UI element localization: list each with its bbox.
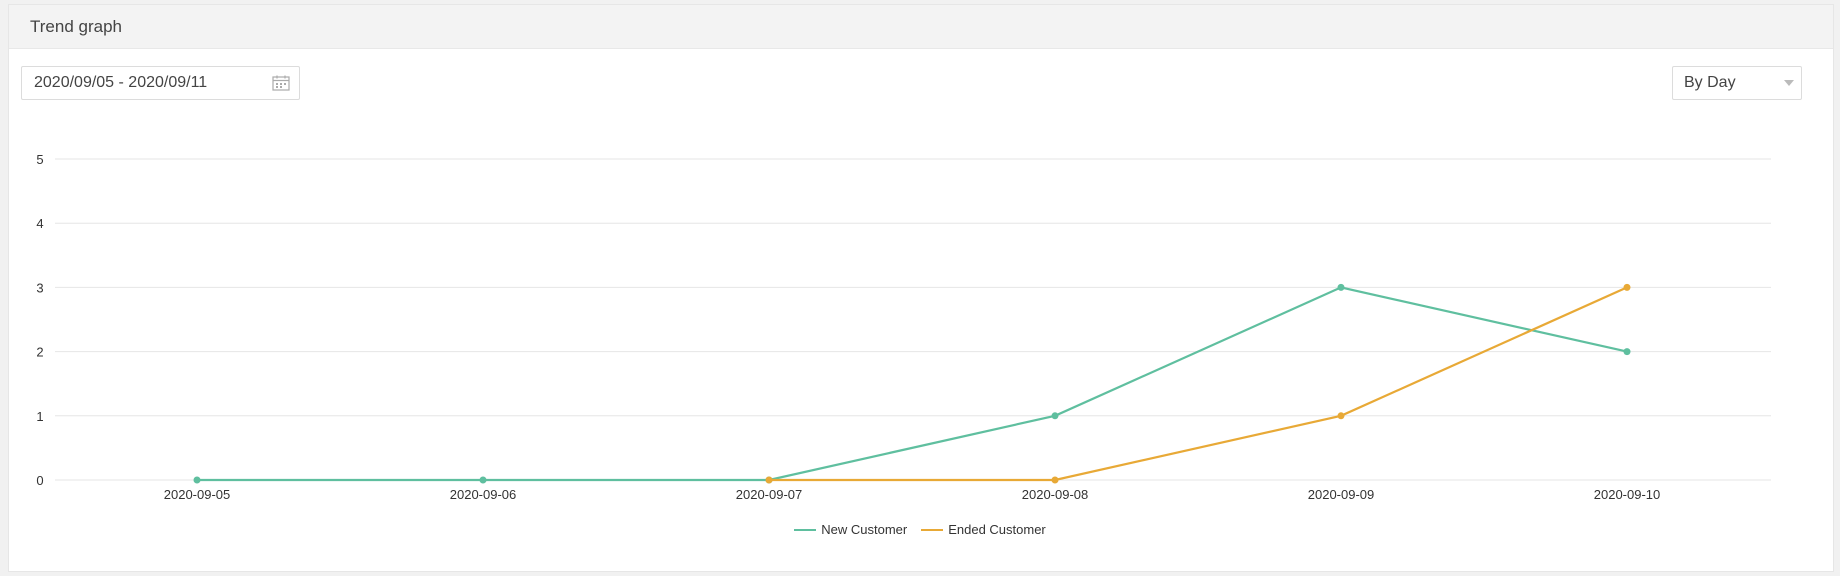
- new-customer-point: [479, 476, 487, 484]
- x-tick-label: 2020-09-10: [1594, 487, 1661, 502]
- ended-customer-point: [1337, 412, 1345, 420]
- period-select[interactable]: By Day: [1672, 66, 1802, 100]
- period-select-value: By Day: [1684, 74, 1736, 91]
- new-customer-point: [193, 476, 201, 484]
- new-customer-point: [1337, 283, 1345, 291]
- legend-swatch: [921, 528, 944, 531]
- new-customer-point: [1051, 412, 1059, 420]
- trend-graph-panel: Trend graph: [8, 4, 1834, 572]
- x-tick-label: 2020-09-05: [164, 487, 231, 502]
- y-tick-label: 2: [36, 345, 43, 360]
- panel-header: Trend graph: [9, 5, 1833, 49]
- chart-legend: New Customer Ended Customer: [0, 522, 1840, 537]
- y-tick-label: 1: [36, 409, 43, 424]
- y-tick-label: 5: [36, 152, 43, 167]
- legend-item-new-customer[interactable]: New Customer: [794, 522, 907, 537]
- x-tick-label: 2020-09-07: [736, 487, 803, 502]
- legend-label: Ended Customer: [948, 522, 1046, 537]
- y-tick-label: 3: [36, 280, 43, 295]
- legend-swatch: [794, 528, 817, 531]
- ended-customer-point: [1051, 476, 1059, 484]
- ended-customer-point: [765, 476, 773, 484]
- x-tick-label: 2020-09-09: [1308, 487, 1375, 502]
- date-range-value: 2020/09/05 - 2020/09/11: [34, 74, 208, 91]
- grid-layer: [55, 158, 1771, 481]
- ended-customer-point: [1623, 283, 1631, 291]
- new-customer-line: [197, 286, 1628, 482]
- y-axis-ticks: 0 1 2 3 4 5: [36, 152, 43, 488]
- x-tick-label: 2020-09-08: [1022, 487, 1089, 502]
- calendar-icon[interactable]: [267, 66, 295, 100]
- y-tick-label: 0: [36, 473, 43, 488]
- panel-title: Trend graph: [30, 16, 122, 36]
- y-tick-label: 4: [36, 216, 43, 231]
- series-layer: [193, 283, 1631, 484]
- legend-label: New Customer: [821, 522, 908, 537]
- date-range-picker[interactable]: 2020/09/05 - 2020/09/11: [21, 66, 300, 100]
- x-tick-label: 2020-09-06: [450, 487, 517, 502]
- legend-item-ended-customer[interactable]: Ended Customer: [921, 522, 1046, 537]
- chevron-down-icon: [1777, 66, 1801, 100]
- x-axis-ticks: 2020-09-05 2020-09-06 2020-09-07 2020-09-08…: [164, 487, 1661, 502]
- new-customer-point: [1623, 348, 1631, 356]
- ended-customer-line: [769, 286, 1628, 482]
